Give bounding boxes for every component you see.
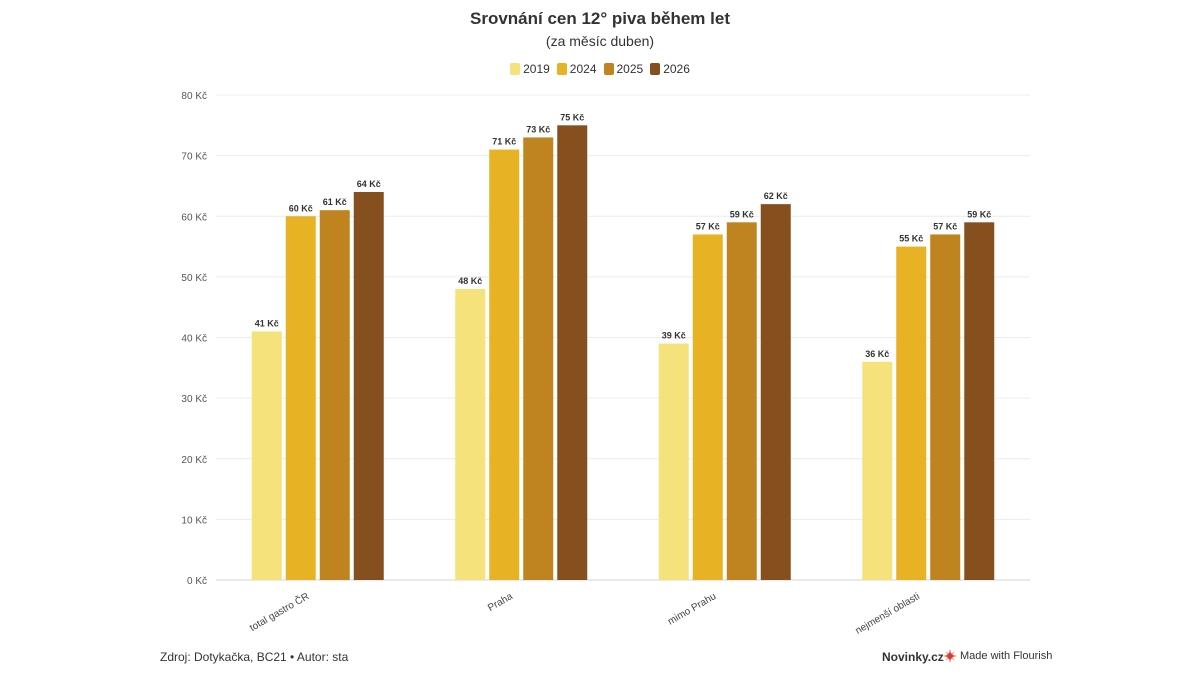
y-tick-label: 60 Kč [181, 212, 207, 223]
bar [489, 149, 520, 580]
y-tick-label: 70 Kč [181, 152, 207, 163]
bar [353, 192, 384, 580]
data-label: 36 Kč [865, 349, 889, 359]
bar [285, 216, 316, 580]
x-tick-label: mimo Prahu [666, 591, 718, 627]
bar [557, 125, 588, 580]
y-tick-label: 20 Kč [181, 455, 207, 466]
data-label: 59 Kč [967, 209, 991, 219]
legend-item[interactable]: 2024 [556, 62, 597, 76]
bar [862, 361, 893, 580]
brand-logo[interactable]: Novinky.cz [882, 650, 944, 664]
legend-label: 2025 [616, 62, 644, 76]
data-label: 41 Kč [255, 318, 279, 328]
data-label: 75 Kč [560, 112, 584, 122]
legend-item[interactable]: 2025 [603, 62, 644, 76]
legend-item[interactable]: 2026 [650, 62, 690, 76]
y-tick-label: 0 Kč [187, 576, 207, 587]
legend-swatch [650, 63, 661, 75]
y-tick-label: 80 Kč [181, 91, 207, 102]
bar [896, 246, 927, 580]
legend-swatch [556, 63, 567, 75]
bar [319, 210, 350, 580]
y-tick-label: 30 Kč [181, 394, 207, 405]
data-label: 48 Kč [458, 276, 482, 286]
data-label: 55 Kč [899, 234, 923, 244]
data-label: 62 Kč [764, 191, 788, 201]
flourish-label: Made with Flourish [960, 650, 1053, 662]
x-tick-label: Praha [486, 591, 515, 614]
bar [658, 343, 689, 580]
bar [930, 234, 961, 580]
bar [523, 137, 554, 580]
y-tick-label: 50 Kč [181, 273, 207, 284]
legend-swatch [510, 63, 521, 75]
bar [251, 331, 282, 580]
bar [964, 222, 995, 580]
flourish-credit[interactable]: Made with Flourish [943, 649, 1052, 663]
x-tick-label: nejmenší oblasti [854, 591, 922, 637]
chart-legend: 2019 2024 2025 2026 [0, 62, 1200, 76]
data-label: 57 Kč [696, 221, 720, 231]
data-label: 71 Kč [492, 137, 516, 147]
bar [692, 234, 723, 580]
data-label: 73 Kč [526, 124, 550, 134]
legend-label: 2026 [663, 62, 690, 76]
data-label: 39 Kč [662, 331, 686, 341]
bar [726, 222, 757, 580]
legend-swatch [603, 63, 614, 75]
chart-title: Srovnání cen 12° piva během let [469, 9, 730, 28]
y-tick-label: 40 Kč [181, 334, 207, 345]
data-label: 57 Kč [933, 221, 957, 231]
flourish-logo-icon [943, 649, 957, 663]
legend-label: 2024 [569, 62, 597, 76]
bar [760, 204, 791, 580]
chart-subtitle: (za měsíc duben) [545, 33, 655, 49]
legend-label: 2019 [523, 62, 550, 76]
source-note: Zdroj: Dotykačka, BC21 • Autor: sta [160, 650, 349, 664]
y-tick-label: 10 Kč [181, 515, 207, 526]
data-label: 60 Kč [289, 203, 313, 213]
data-label: 59 Kč [730, 209, 754, 219]
bar [455, 289, 486, 580]
data-label: 61 Kč [323, 197, 347, 207]
legend-item[interactable]: 2019 [510, 62, 550, 76]
x-tick-label: total gastro ČR [247, 589, 311, 634]
data-label: 64 Kč [357, 179, 381, 189]
